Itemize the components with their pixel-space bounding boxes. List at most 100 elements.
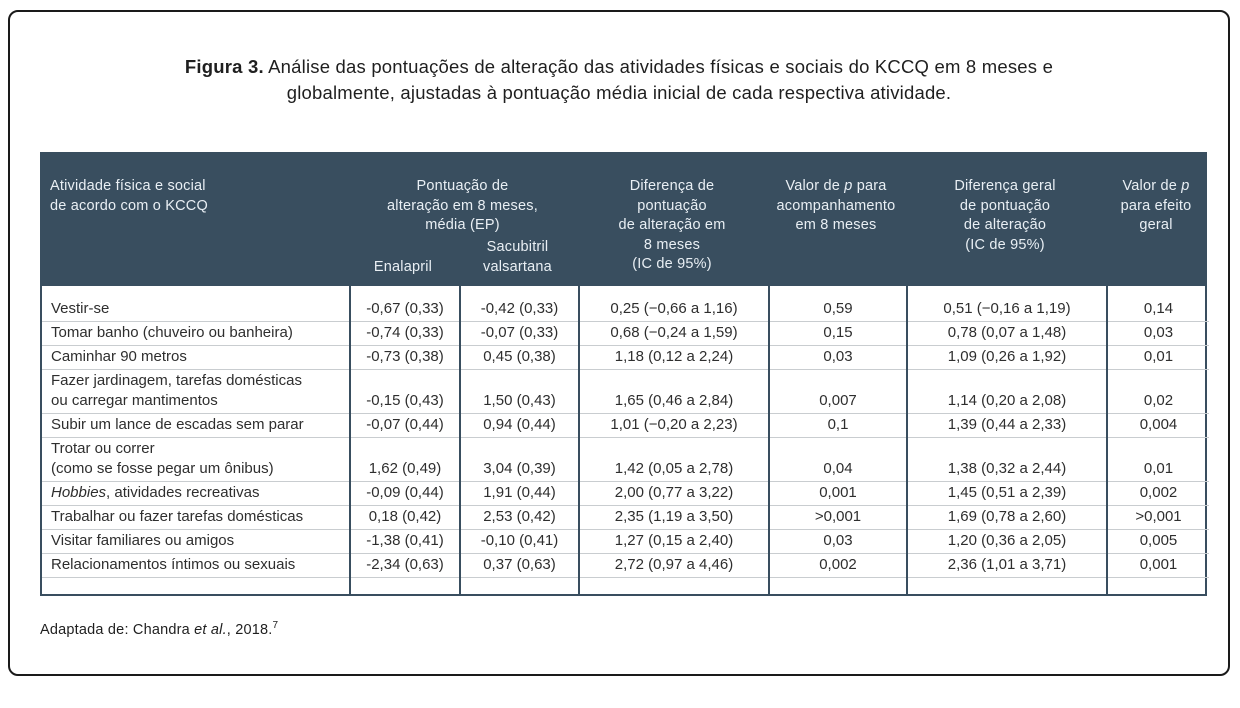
- value-cell-diff_8m: 2,00 (0,77 a 3,22): [578, 481, 769, 506]
- value-cell-p_overall: 0,001: [1106, 553, 1209, 578]
- value-cell-enalapril: -0,74 (0,33): [349, 321, 460, 346]
- value-cell-p_overall: 0,01: [1106, 437, 1209, 482]
- figure-title-text: Análise das pontuações de alteração das …: [263, 56, 1054, 77]
- value-cell-diff_8m: 2,35 (1,19 a 3,50): [578, 505, 769, 530]
- value-cell-sacubitril: 2,53 (0,42): [459, 505, 579, 530]
- value-cell-sacubitril: 3,04 (0,39): [459, 437, 579, 482]
- activity-cell: Trabalhar ou fazer tarefas domésticas: [42, 505, 350, 530]
- value-cell-p_followup: 0,007: [768, 369, 907, 414]
- subheader-enalapril: Enalapril: [373, 258, 433, 275]
- value-cell-diff_overall: 0,78 (0,07 a 1,48): [906, 321, 1107, 346]
- value-cell-p_overall: 0,14: [1106, 286, 1209, 322]
- column-group-change-score-label: Pontuação de alteração em 8 meses, média…: [387, 178, 538, 233]
- column-header-pvalue-followup: Valor de p para acompanhamento em 8 mese…: [776, 178, 896, 233]
- value-cell-enalapril: -0,07 (0,44): [349, 413, 460, 438]
- value-cell-p_followup: 0,001: [768, 481, 907, 506]
- activity-cell: Trotar ou correr (como se fosse pegar um…: [42, 437, 350, 482]
- value-cell-sacubitril: 0,45 (0,38): [459, 345, 579, 370]
- column-header-pvalue-overall: Valor de p para efeito geral: [1120, 178, 1192, 233]
- activity-cell: Subir um lance de escadas sem parar: [42, 413, 350, 438]
- value-cell-diff_8m: 0,25 (−0,66 a 1,16): [578, 286, 769, 322]
- table-row: Trotar ou correr (como se fosse pegar um…: [42, 437, 1209, 482]
- value-cell-sacubitril: 0,94 (0,44): [459, 413, 579, 438]
- value-cell-p_followup: 0,04: [768, 437, 907, 482]
- subheader-sacubitril-valsartana: Sacubitril valsartana: [483, 239, 552, 275]
- table-spacer-row: [42, 577, 1209, 594]
- activity-cell: Hobbies, atividades recreativas: [42, 481, 350, 506]
- column-group-change-score: Pontuação de alteração em 8 meses, média…: [348, 152, 577, 286]
- value-cell-enalapril: -0,67 (0,33): [349, 286, 460, 322]
- table-row: Vestir-se -0,67 (0,33) -0,42 (0,33) 0,25 (−…: [42, 286, 1209, 322]
- value-cell-diff_8m: 1,27 (0,15 a 2,40): [578, 529, 769, 554]
- value-cell-enalapril: -0,15 (0,43): [349, 369, 460, 414]
- column-header-diff-8m: Diferença de pontuação de alteração em 8…: [618, 178, 726, 272]
- table-row: Caminhar 90 metros -0,73 (0,38) 0,45 (0,38…: [42, 345, 1209, 370]
- figure-title: Figura 3. Análise das pontuações de alte…: [40, 54, 1198, 106]
- activity-cell: Tomar banho (chuveiro ou banheira): [42, 321, 350, 346]
- value-cell-p_overall: 0,004: [1106, 413, 1209, 438]
- figure-title-line2: globalmente, ajustadas à pontuação média…: [286, 82, 952, 103]
- value-cell-diff_overall: 1,38 (0,32 a 2,44): [906, 437, 1107, 482]
- value-cell-enalapril: -1,38 (0,41): [349, 529, 460, 554]
- spacer-cell: [1106, 577, 1209, 594]
- value-cell-diff_overall: 1,09 (0,26 a 1,92): [906, 345, 1107, 370]
- value-cell-diff_overall: 1,45 (0,51 a 2,39): [906, 481, 1107, 506]
- value-cell-p_overall: >0,001: [1106, 505, 1209, 530]
- value-cell-p_followup: 0,59: [768, 286, 907, 322]
- value-cell-diff_overall: 1,39 (0,44 a 2,33): [906, 413, 1107, 438]
- value-cell-p_overall: 0,01: [1106, 345, 1209, 370]
- value-cell-p_followup: >0,001: [768, 505, 907, 530]
- value-cell-sacubitril: 1,91 (0,44): [459, 481, 579, 506]
- subheader-row: Enalapril Sacubitril valsartana: [348, 238, 577, 286]
- value-cell-diff_overall: 1,20 (0,36 a 2,05): [906, 529, 1107, 554]
- activity-cell: Relacionamentos íntimos ou sexuais: [42, 553, 350, 578]
- value-cell-p_overall: 0,03: [1106, 321, 1209, 346]
- table-row: Tomar banho (chuveiro ou banheira) -0,74 …: [42, 321, 1209, 346]
- value-cell-p_followup: 0,03: [768, 529, 907, 554]
- activity-cell: Fazer jardinagem, tarefas domésticas ou …: [42, 369, 350, 414]
- value-cell-p_overall: 0,005: [1106, 529, 1209, 554]
- spacer-cell: [459, 577, 579, 594]
- source-note: Adaptada de: Chandra et al., 2018.7: [40, 619, 279, 638]
- value-cell-enalapril: -2,34 (0,63): [349, 553, 460, 578]
- table-body: Vestir-se -0,67 (0,33) -0,42 (0,33) 0,25 (−…: [42, 286, 1209, 594]
- activity-cell: Vestir-se: [42, 286, 350, 322]
- table-body-table: Vestir-se -0,67 (0,33) -0,42 (0,33) 0,25 (−…: [42, 286, 1209, 594]
- spacer-cell: [578, 577, 769, 594]
- spacer-cell: [349, 577, 460, 594]
- value-cell-sacubitril: 1,50 (0,43): [459, 369, 579, 414]
- value-cell-diff_8m: 1,18 (0,12 a 2,24): [578, 345, 769, 370]
- table-body-frame: Vestir-se -0,67 (0,33) -0,42 (0,33) 0,25 (−…: [40, 286, 1209, 596]
- value-cell-p_followup: 0,15: [768, 321, 907, 346]
- table-row: Relacionamentos íntimos ou sexuais -2,34 …: [42, 553, 1209, 578]
- value-cell-diff_8m: 2,72 (0,97 a 4,46): [578, 553, 769, 578]
- table-row: Subir um lance de escadas sem parar -0,07…: [42, 413, 1209, 438]
- value-cell-diff_8m: 1,01 (−0,20 a 2,23): [578, 413, 769, 438]
- table-header: Atividade física e social de acordo com …: [40, 152, 1207, 286]
- value-cell-p_overall: 0,002: [1106, 481, 1209, 506]
- spacer-cell: [906, 577, 1107, 594]
- figure-title-line1: Figura 3. Análise das pontuações de alte…: [40, 54, 1198, 80]
- value-cell-diff_8m: 0,68 (−0,24 a 1,59): [578, 321, 769, 346]
- value-cell-enalapril: 0,18 (0,42): [349, 505, 460, 530]
- spacer-cell: [768, 577, 907, 594]
- value-cell-p_followup: 0,03: [768, 345, 907, 370]
- value-cell-enalapril: -0,09 (0,44): [349, 481, 460, 506]
- value-cell-sacubitril: 0,37 (0,63): [459, 553, 579, 578]
- reference-superscript: 7: [272, 619, 279, 631]
- value-cell-sacubitril: -0,42 (0,33): [459, 286, 579, 322]
- spacer-cell: [42, 578, 350, 594]
- value-cell-sacubitril: -0,07 (0,33): [459, 321, 579, 346]
- table-row: Trabalhar ou fazer tarefas domésticas 0,1…: [42, 505, 1209, 530]
- value-cell-sacubitril: -0,10 (0,41): [459, 529, 579, 554]
- value-cell-p_overall: 0,02: [1106, 369, 1209, 414]
- value-cell-diff_8m: 1,42 (0,05 a 2,78): [578, 437, 769, 482]
- value-cell-diff_overall: 0,51 (−0,16 a 1,19): [906, 286, 1107, 322]
- activity-cell: Visitar familiares ou amigos: [42, 529, 350, 554]
- value-cell-p_followup: 0,1: [768, 413, 907, 438]
- value-cell-diff_8m: 1,65 (0,46 a 2,84): [578, 369, 769, 414]
- table-row: Visitar familiares ou amigos -1,38 (0,41)…: [42, 529, 1209, 554]
- kccq-table: Atividade física e social de acordo com …: [40, 152, 1209, 596]
- column-header-diff-overall: Diferença geral de pontuação de alteraçã…: [954, 178, 1056, 253]
- figure-number-label: Figura 3.: [184, 56, 264, 77]
